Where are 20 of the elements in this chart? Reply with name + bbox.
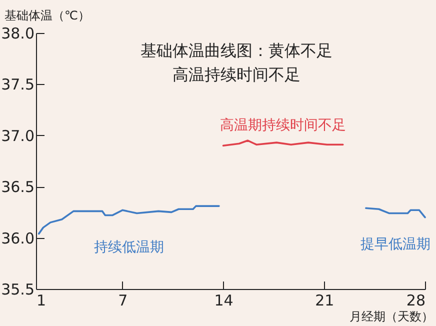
text: 高温持续时间不足: [172, 65, 300, 84]
x-tick-label: 28: [406, 292, 426, 310]
annotation: 持续低温期: [94, 240, 164, 256]
annotation: 提早低温期: [360, 236, 430, 253]
y-tick-label: 36.5: [1, 178, 34, 196]
line-series: [38, 205, 220, 235]
x-tick-label: 7: [118, 292, 128, 310]
y-tick-label: 37.5: [1, 76, 34, 94]
x-tick-label: 14: [214, 292, 234, 310]
text: 基础体温曲线图：黄体不足: [140, 41, 332, 60]
y-tick-label: 35.5: [1, 280, 34, 298]
y-axis-title: 基础体温（℃）: [4, 8, 90, 22]
y-tick-label: 38.0: [1, 24, 34, 42]
annotation: 高温期持续时间不足: [220, 118, 346, 134]
y-tick-label: 37.0: [1, 126, 34, 145]
x-axis-title: 月经期（天数）: [350, 310, 434, 324]
y-tick-label: 36.0: [1, 229, 34, 248]
line-series: [365, 207, 426, 218]
x-tick-label: 1: [36, 292, 46, 310]
x-tick-label: 21: [315, 292, 334, 310]
